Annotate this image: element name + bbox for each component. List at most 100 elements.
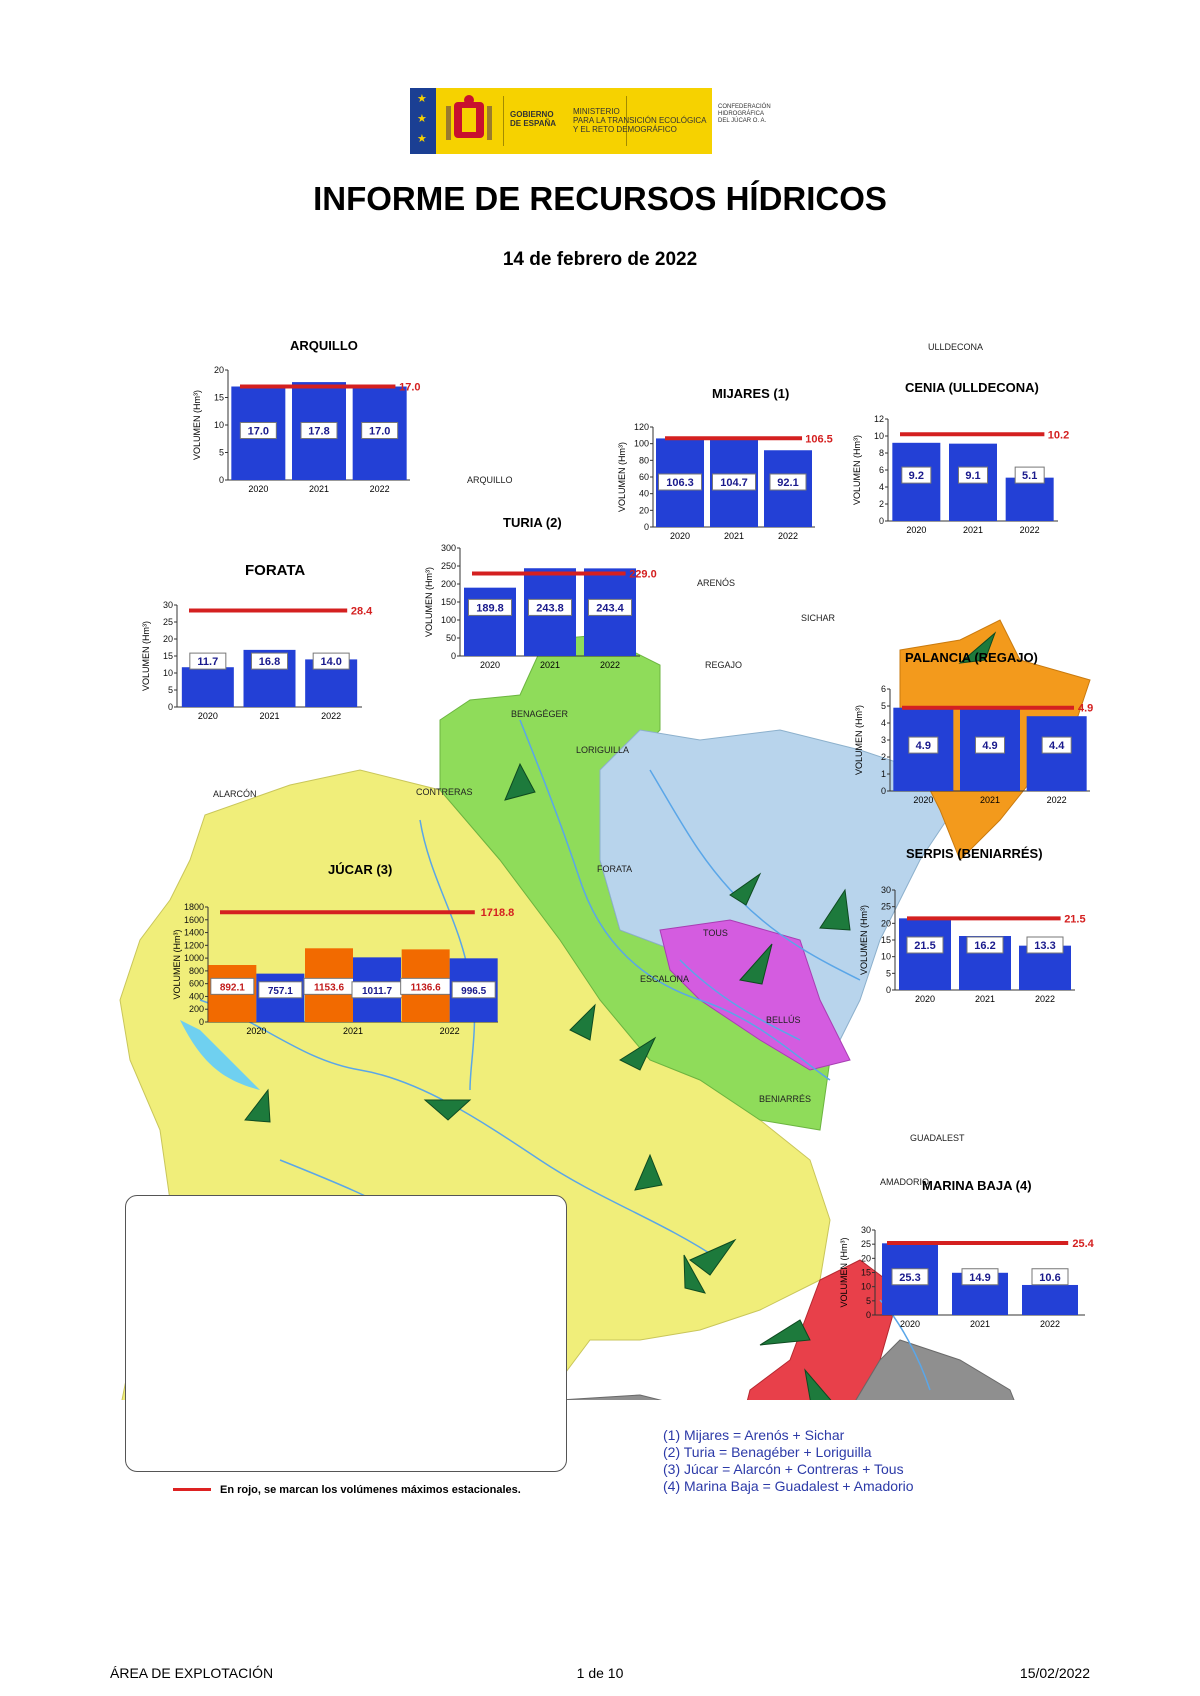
x-tick-label: 2020 [246,1026,266,1036]
x-tick-label: 2021 [975,994,995,1004]
dam-marker-benageber [569,1003,596,1041]
chart-title: MARINA BAJA (4) [922,1178,1032,1193]
government-logo: ★ ★ ★ GOBIERNO DE ESPAÑA MINISTERIO PARA L… [410,88,790,154]
y-tick-label: 1800 [184,902,204,912]
data-label: 243.8 [536,602,564,614]
y-tick-label: 150 [441,597,456,607]
data-label: 25.3 [899,1272,920,1284]
x-tick-label: 2021 [970,1319,990,1329]
y-tick-label: 4 [881,718,886,728]
footnote: (2) Turia = Benagéber + Loriguilla [663,1444,872,1460]
footnote: (3) Júcar = Alarcón + Contreras + Tous [663,1461,904,1477]
page-number: 1 de 10 [576,1665,624,1681]
data-label-box [451,981,496,999]
label-amadorio: AMADORIO [880,1177,930,1187]
label-beniarres: BENIARRÉS [759,1094,812,1104]
max-line-legend-text: En rojo, se marcan los volúmenes máximos… [220,1484,521,1496]
y-tick-label: 0 [451,651,456,661]
y-tick-label: 600 [189,979,204,989]
y-tick-label: 6 [881,684,886,694]
data-label: 243.4 [596,602,624,614]
x-tick-label: 2020 [900,1319,920,1329]
y-tick-label: 2 [879,499,884,509]
page-title: INFORME DE RECURSOS HÍDRICOS [313,180,887,217]
label-alarcon: ALARCÓN [213,789,257,799]
y-tick-label: 25 [163,617,173,627]
label-arquillo: ARQUILLO [467,475,513,485]
data-label: 11.7 [197,656,218,668]
y-tick-label: 0 [168,702,173,712]
data-label: 4.9 [982,740,997,752]
y-tick-label: 10 [163,668,173,678]
data-label-box [251,652,288,670]
data-label: 106.3 [666,477,694,489]
x-tick-label: 2020 [915,994,935,1004]
x-tick-label: 2020 [913,795,933,805]
x-tick-label: 2021 [259,711,279,721]
x-tick-label: 2021 [309,484,329,494]
data-label: 21.5 [914,940,935,952]
footnote: (4) Marina Baja = Guadalest + Amadorio [663,1478,914,1494]
ministry-name: MINISTERIO PARA LA TRANSICIÓN ECOLÓGICA Y … [573,107,707,134]
data-label-box [1031,1268,1069,1286]
x-tick-label: 2022 [321,711,341,721]
data-label-box [312,652,350,670]
x-tick-label: 2020 [198,711,218,721]
data-label: 5.1 [1022,470,1037,482]
data-label-box [891,1268,929,1286]
y-tick-label: 0 [199,1017,204,1027]
chart-title: ARQUILLO [290,338,358,353]
data-label-box [258,981,303,999]
data-label: 104.7 [720,477,748,489]
max-label: 25.4 [1072,1238,1094,1250]
y-tick-label: 12 [874,414,884,424]
dam-marker-arenos [729,872,762,906]
y-tick-label: 25 [861,1239,871,1249]
x-tick-label: 2021 [724,531,744,541]
footnote: (1) Mijares = Arenós + Sichar [663,1427,845,1443]
data-label-box [901,466,932,484]
y-tick-label: 1600 [184,915,204,925]
data-label-box [588,598,632,616]
coat-of-arms-icon [446,95,492,140]
data-label: 16.2 [974,940,995,952]
x-tick-label: 2020 [480,660,500,670]
y-tick-label: 20 [861,1253,871,1263]
region-serpis [746,1259,901,1400]
dam-marker-escalona [683,1254,706,1294]
x-tick-label: 2021 [963,525,983,535]
y-tick-label: 0 [644,522,649,532]
y-tick-label: 0 [886,985,891,995]
x-tick-label: 2022 [778,531,798,541]
data-label-box [528,598,572,616]
data-label: 9.1 [965,470,980,482]
y-axis-label: VOLUMEN (Hm³) [172,930,182,1000]
max-label: 229.0 [629,569,657,581]
label-tous: TOUS [703,928,728,938]
y-tick-label: 5 [866,1296,871,1306]
max-label: 17.0 [399,382,420,394]
y-tick-label: 20 [881,918,891,928]
y-tick-label: 80 [639,455,649,465]
x-tick-label: 2022 [600,660,620,670]
y-tick-label: 2 [881,752,886,762]
x-tick-label: 2022 [1020,525,1040,535]
data-label-box [1041,736,1072,754]
x-tick-label: 2022 [440,1026,460,1036]
data-label: 1011.7 [362,986,392,997]
data-label: 10.6 [1039,1272,1060,1284]
gov-name: GOBIERNO DE ESPAÑA [510,110,557,128]
y-tick-label: 30 [881,885,891,895]
y-axis-label: VOLUMEN (Hm³) [859,905,869,975]
x-tick-label: 2022 [1040,1319,1060,1329]
y-tick-label: 40 [639,489,649,499]
y-tick-label: 20 [639,505,649,515]
y-tick-label: 30 [163,600,173,610]
y-tick-label: 5 [168,685,173,695]
chart-title: PALANCIA (REGAJO) [905,650,1038,665]
data-label: 996.5 [461,986,486,997]
y-tick-label: 10 [881,952,891,962]
max-label: 28.4 [351,605,373,617]
y-tick-label: 250 [441,561,456,571]
